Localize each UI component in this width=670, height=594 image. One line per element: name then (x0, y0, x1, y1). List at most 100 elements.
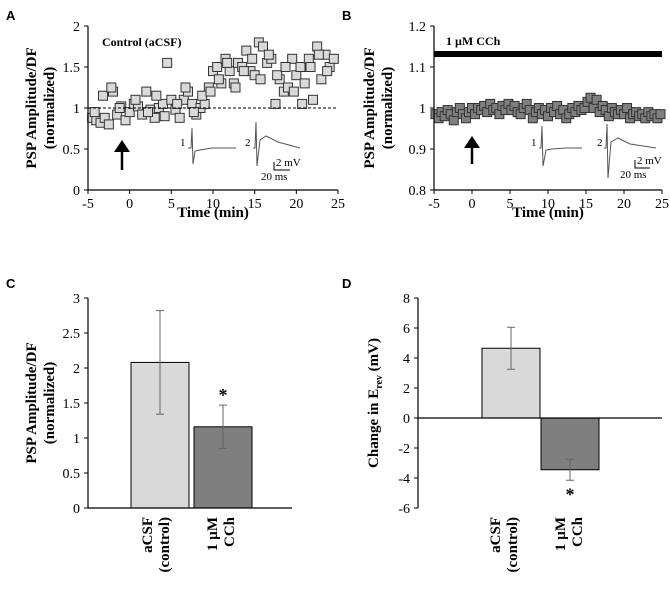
data-point (188, 107, 199, 118)
panel-d-y-label: Change in Erev (mV) (366, 338, 385, 468)
y-tick-label: 1.2 (409, 20, 427, 35)
panel-a-scale-bar (273, 162, 290, 171)
data-point (141, 86, 152, 97)
y-tick-label: 1 (73, 432, 80, 447)
data-point (316, 74, 327, 85)
data-point (149, 112, 160, 123)
y-tick-label: 3 (73, 292, 80, 307)
data-point (174, 112, 185, 123)
y-tick-label: 0 (73, 502, 80, 517)
svg-text:(normalized): (normalized) (380, 67, 396, 149)
y-tick-label: 1.5 (63, 397, 81, 412)
data-point (205, 86, 216, 97)
svg-text:(control): (control) (157, 517, 173, 573)
svg-text:aCSF: aCSF (488, 517, 504, 553)
panel-a-trace-1-label: 1 (180, 137, 186, 149)
svg-text:CCh: CCh (570, 516, 586, 547)
data-point (172, 98, 183, 109)
y-tick-label: 1.1 (409, 61, 427, 76)
significance-star: * (219, 385, 228, 405)
panel-d-y-ticks: -6 -4 -2 0 2 4 6 8 (398, 292, 418, 517)
data-point (280, 62, 291, 72)
data-point (187, 98, 198, 109)
x-tick-label: 15 (579, 197, 593, 212)
panel-a-scale-ms: 20 ms (261, 171, 288, 183)
svg-text:(control): (control) (505, 517, 521, 573)
x-tick-label: 5 (507, 197, 514, 212)
x-tick-label: 15 (248, 197, 262, 212)
panel-b-x-label: Time (min) (512, 205, 584, 221)
data-point (448, 115, 459, 126)
data-point (103, 119, 114, 130)
panel-c-y-ticks: 0 0.5 1 1.5 2 2.5 3 (63, 292, 88, 517)
panel-b-trace-1 (539, 125, 582, 167)
panel-b-scale-mv: 2 mV (637, 155, 662, 167)
panel-a-scale-mv: 2 mV (276, 157, 301, 169)
panel-d: D -6 -4 -2 0 2 4 6 8 * Change in Erev (mV) aCSF… (342, 276, 662, 573)
y-tick-label: 2 (73, 20, 80, 35)
data-point (655, 109, 666, 120)
data-point (180, 82, 191, 93)
panel-b-scale-ms: 20 ms (620, 169, 647, 181)
data-point (230, 82, 241, 93)
data-point (255, 74, 266, 85)
data-point (143, 107, 153, 118)
y-tick-label: 1.5 (63, 61, 81, 76)
panel-c-category-1: 1 µM CCh (205, 516, 238, 551)
panel-a-x-ticks: -5 0 5 10 15 20 25 (82, 190, 345, 212)
x-tick-label: 25 (331, 197, 345, 212)
x-tick-label: 0 (126, 197, 133, 212)
panel-c-letter: C (6, 276, 16, 291)
svg-text:aCSF: aCSF (140, 517, 156, 553)
y-tick-label: 8 (403, 292, 410, 307)
data-point (291, 70, 302, 81)
panel-d-letter: D (342, 276, 351, 291)
data-point (162, 57, 173, 68)
y-tick-label: 1 (419, 102, 426, 117)
x-tick-label: 25 (655, 197, 669, 212)
svg-text:PSP Amplitude/DF: PSP Amplitude/DF (24, 47, 40, 168)
data-point (305, 62, 316, 72)
bar (481, 347, 541, 419)
data-point (124, 107, 135, 118)
data-point (120, 115, 131, 126)
panel-a-x-label: Time (min) (177, 205, 249, 221)
data-point (238, 66, 249, 77)
data-point (199, 98, 210, 109)
panel-d-bars: * (481, 326, 600, 504)
data-point (297, 98, 308, 109)
y-tick-label: -4 (398, 472, 410, 487)
x-tick-label: 10 (206, 197, 220, 212)
panel-b-annotation: 1 µM CCh (446, 34, 501, 48)
data-point (312, 41, 323, 52)
data-point (313, 49, 324, 60)
data-point (322, 66, 333, 77)
svg-text:PSP Amplitude/DF: PSP Amplitude/DF (24, 342, 40, 463)
svg-text:(normalized): (normalized) (42, 67, 58, 149)
panel-a-y-ticks: 0 0.5 1 1.5 2 (63, 20, 88, 199)
panel-a-annotation: Control (aCSF) (102, 35, 181, 49)
panel-a-trace-1 (188, 127, 236, 165)
data-point (247, 53, 258, 64)
data-point (197, 90, 208, 101)
y-tick-label: 6 (403, 322, 410, 337)
x-tick-label: -5 (82, 197, 94, 212)
y-tick-label: 2 (73, 362, 80, 377)
y-tick-label: 0.8 (409, 184, 427, 199)
panel-a-points (87, 37, 339, 130)
panel-b-letter: B (342, 8, 351, 23)
y-tick-label: 4 (403, 352, 410, 367)
x-tick-label: 5 (168, 197, 175, 212)
data-point (287, 53, 298, 64)
data-point (158, 98, 168, 109)
data-point (258, 41, 268, 52)
svg-text:Change in Erev (mV): Change in Erev (mV) (366, 338, 385, 468)
data-point (224, 66, 235, 77)
y-tick-label: 1 (73, 102, 80, 117)
y-tick-label: 2 (403, 382, 410, 397)
y-tick-label: 0 (403, 412, 410, 427)
panel-c-y-label: PSP Amplitude/DF (normalized) (24, 342, 58, 463)
panel-a-trace-2 (253, 121, 301, 167)
panel-b-y-label: PSP Amplitude/DF (normalized) (362, 47, 396, 168)
